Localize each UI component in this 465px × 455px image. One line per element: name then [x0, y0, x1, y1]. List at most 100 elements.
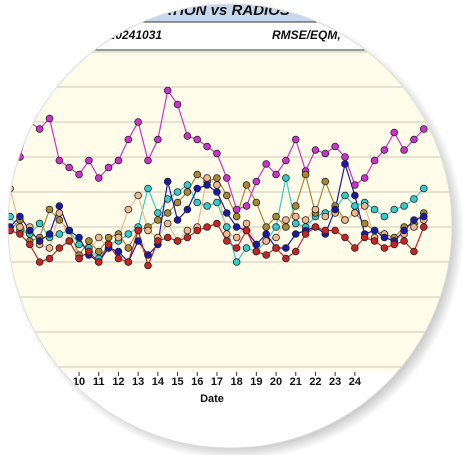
data-point — [163, 219, 172, 228]
data-point — [183, 132, 192, 140]
x-tick-label: 20 — [270, 376, 282, 388]
data-point — [114, 247, 123, 256]
lens-rim — [7, 3, 453, 449]
data-point — [410, 223, 418, 231]
data-point — [193, 170, 202, 179]
data-point — [55, 230, 64, 238]
data-point — [311, 205, 320, 214]
data-point — [419, 212, 428, 221]
data-point — [183, 226, 192, 235]
x-tick-label: 21 — [290, 376, 302, 388]
data-point — [282, 156, 290, 165]
data-point — [94, 247, 103, 256]
data-point — [390, 205, 399, 214]
data-point — [193, 184, 202, 193]
data-point — [360, 202, 369, 210]
data-point — [134, 237, 142, 245]
data-point — [144, 156, 152, 165]
metric-label: RMSE/EQM, — [272, 28, 341, 42]
data-point — [85, 156, 93, 165]
data-point — [272, 223, 280, 231]
data-point — [321, 149, 330, 158]
data-point — [193, 226, 202, 235]
data-point — [410, 247, 418, 256]
data-point — [351, 202, 359, 210]
x-tick-label: 13 — [132, 376, 144, 388]
data-point — [242, 181, 251, 189]
data-point — [154, 216, 162, 224]
x-tick-label: 14 — [152, 376, 165, 388]
data-point — [291, 202, 300, 210]
data-point — [183, 181, 192, 189]
data-point — [154, 237, 162, 245]
data-point — [242, 226, 251, 235]
data-point — [8, 132, 14, 140]
data-point — [291, 230, 300, 238]
data-point — [173, 188, 182, 196]
data-point — [25, 226, 34, 235]
data-point — [291, 247, 300, 256]
data-point — [351, 191, 359, 200]
data-point — [183, 188, 192, 196]
data-point — [144, 226, 152, 235]
data-point — [94, 258, 103, 266]
data-point — [400, 146, 408, 154]
data-point — [242, 244, 251, 252]
data-point — [351, 181, 359, 189]
data-point — [173, 216, 182, 224]
data-point — [360, 174, 369, 182]
data-point — [410, 135, 418, 144]
data-point — [282, 174, 290, 182]
data-point — [213, 198, 221, 207]
data-point — [104, 240, 113, 249]
data-point — [124, 230, 133, 238]
data-point — [75, 170, 83, 179]
data-point — [223, 230, 231, 238]
data-point — [183, 233, 192, 242]
data-point — [193, 135, 202, 144]
data-point — [341, 153, 349, 161]
data-point — [45, 205, 54, 214]
data-point — [341, 191, 349, 200]
x-tick-label: 24 — [349, 376, 362, 388]
data-point — [331, 226, 339, 235]
data-point — [8, 184, 14, 193]
data-point — [75, 233, 83, 242]
data-point — [65, 163, 73, 172]
data-point — [272, 244, 280, 252]
data-point — [282, 244, 290, 252]
data-point — [124, 205, 133, 214]
data-point — [203, 223, 211, 231]
data-point — [291, 212, 300, 221]
data-point — [331, 205, 339, 214]
data-point — [370, 237, 379, 245]
data-point — [35, 219, 44, 228]
data-point — [331, 142, 339, 151]
data-point — [311, 223, 320, 231]
data-point — [341, 216, 349, 224]
data-point — [134, 191, 142, 200]
data-point — [351, 244, 359, 252]
data-point — [282, 223, 290, 231]
data-point — [351, 209, 359, 217]
data-point — [134, 118, 142, 126]
data-point — [173, 100, 182, 109]
data-point — [65, 237, 73, 245]
data-point — [16, 212, 24, 221]
data-point — [114, 233, 123, 242]
data-point — [75, 240, 83, 249]
data-point — [114, 254, 123, 263]
data-point — [163, 233, 172, 242]
data-point — [35, 237, 44, 245]
data-point — [380, 146, 389, 154]
data-point — [163, 209, 172, 217]
data-point — [173, 237, 182, 245]
data-point — [163, 195, 172, 203]
x-axis-label: Date — [200, 393, 224, 405]
x-tick-label: 18 — [231, 376, 243, 388]
data-point — [85, 237, 93, 245]
data-point — [25, 240, 34, 249]
x-tick-label: 10 — [73, 376, 85, 388]
data-point — [291, 135, 300, 144]
data-point — [223, 237, 231, 245]
